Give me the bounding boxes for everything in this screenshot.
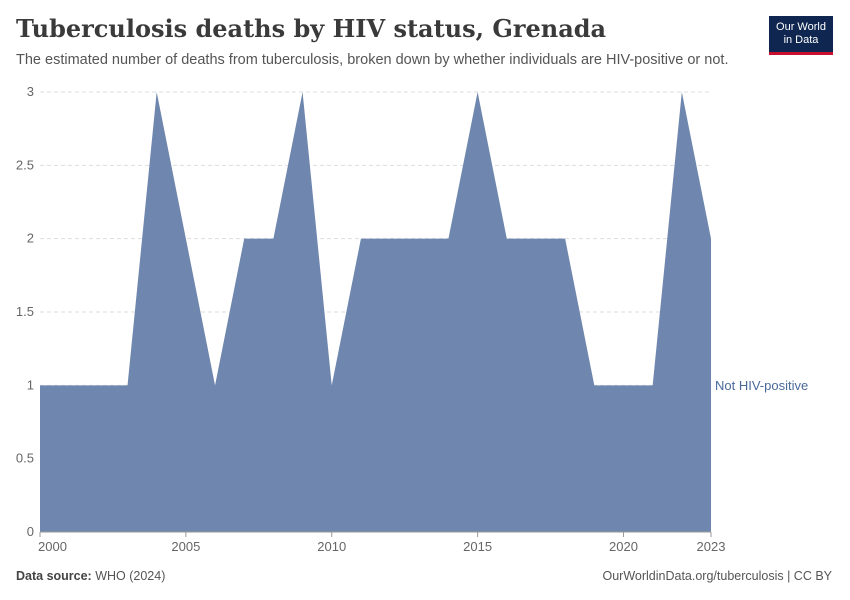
logo-line-1: Our World <box>776 21 826 33</box>
x-tick-label: 2020 <box>609 539 638 554</box>
series-area <box>40 92 711 532</box>
owid-logo[interactable]: Our World in Data <box>769 16 833 55</box>
data-source: Data source: WHO (2024) <box>16 569 165 583</box>
chart-area: 0 0.5 1 1.5 2 2.5 3 Not HIV-positive 2000 2005 201… <box>16 84 808 554</box>
y-tick-label: 0.5 <box>16 451 34 466</box>
y-tick-label: 0 <box>27 524 34 539</box>
y-tick-label: 2 <box>27 231 34 246</box>
y-tick-label: 3 <box>27 84 34 99</box>
x-tick-label: 2005 <box>171 539 200 554</box>
series-label: Not HIV-positive <box>715 378 808 393</box>
x-tick-label: 2023 <box>697 539 726 554</box>
y-tick-label: 1 <box>27 377 34 392</box>
y-tick-label: 2.5 <box>16 157 34 172</box>
x-tick-label: 2000 <box>38 539 67 554</box>
logo-line-2: in Data <box>783 34 819 46</box>
data-source-value[interactable]: WHO (2024) <box>95 569 166 583</box>
footer-credit[interactable]: OurWorldinData.org/tuberculosis | CC BY <box>602 569 833 583</box>
x-tick-label: 2015 <box>463 539 492 554</box>
x-tick-label: 2010 <box>317 539 346 554</box>
chart-title: Tuberculosis deaths by HIV status, Grena… <box>16 14 607 43</box>
chart-subtitle: The estimated number of deaths from tube… <box>16 52 729 68</box>
data-source-label: Data source: <box>16 569 92 583</box>
y-tick-label: 1.5 <box>16 304 34 319</box>
